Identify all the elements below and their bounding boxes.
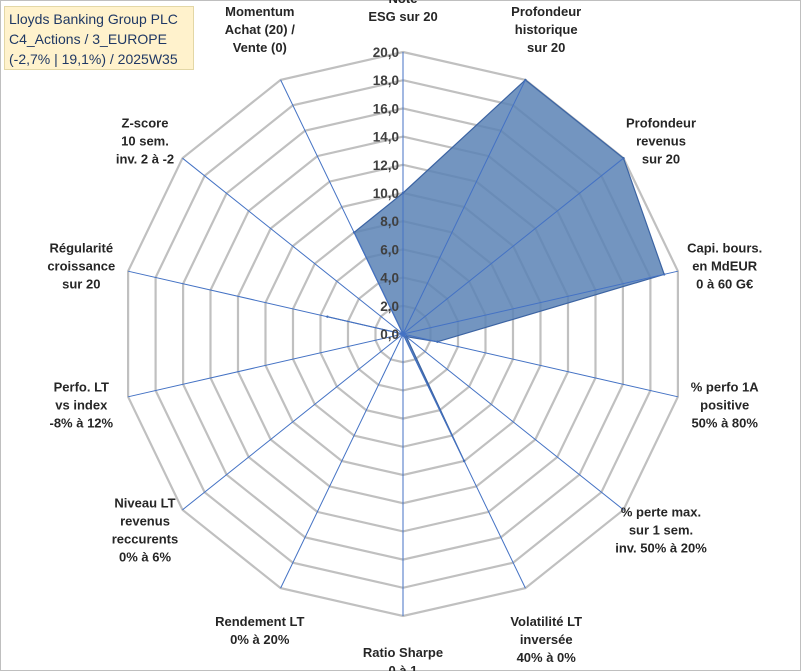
axis-label: 0% à 20% (230, 632, 290, 647)
axis-label: 0 à 60 G€ (696, 277, 753, 292)
axis-spoke (402, 333, 679, 398)
axis-label: 10 sem. (121, 134, 169, 149)
axis-spoke (402, 79, 526, 335)
axis-label: Perfo. LT (54, 379, 109, 394)
axis-label: 40% à 0% (517, 650, 577, 665)
axis-label: Profondeur (626, 116, 696, 131)
axis-spoke (402, 333, 526, 589)
axis-label: Note (389, 0, 418, 6)
axis-label: Niveau LT (114, 496, 175, 511)
axis-label: en MdEUR (692, 259, 758, 274)
tick-label: 10,0 (373, 186, 399, 201)
axis-spoke (402, 270, 679, 335)
axis-label: sur 20 (642, 152, 680, 167)
tick-label: 2,0 (380, 299, 399, 314)
title-line-category: C4_Actions / 3_EUROPE (9, 31, 167, 47)
axis-spoke (182, 333, 404, 511)
tick-label: 14,0 (373, 130, 399, 145)
axis-label: Régularité (50, 241, 114, 256)
axis-spoke (182, 157, 404, 335)
axis-label: sur 1 sem. (629, 523, 693, 538)
axis-label: Rendement LT (215, 614, 304, 629)
axis-label: Momentum (225, 4, 294, 19)
tick-label: 18,0 (373, 73, 399, 88)
axis-label: % perfo 1A (691, 379, 760, 394)
tick-label: 20,0 (373, 45, 399, 60)
radar-series (127, 52, 679, 616)
axis-spoke (280, 333, 404, 589)
title-line-range: (-2,7% | 19,1%) / 2025W35 (9, 51, 178, 67)
axis-label: Z-score (122, 116, 169, 131)
axis-spoke (402, 157, 624, 335)
axis-label: 0 à 1 (389, 663, 418, 671)
axis-label: 50% à 80% (691, 415, 758, 430)
axis-spoke (127, 270, 404, 335)
axis-spoke (280, 79, 404, 335)
axis-label: Volatilité LT (510, 614, 582, 629)
axis-label: sur 20 (62, 277, 100, 292)
axis-label: Vente (0) (233, 40, 287, 55)
tick-label: 12,0 (373, 158, 399, 173)
axis-label: inv. 2 à -2 (116, 152, 174, 167)
title-line-company: Lloyds Banking Group PLC (9, 11, 178, 27)
axis-label: % perte max. (621, 505, 701, 520)
tick-label: 8,0 (380, 214, 399, 229)
axis-labels: Note ESG sur 20 Profondeur historique sur 20… (47, 0, 762, 671)
axis-label: croissance (47, 259, 115, 274)
axis-spoke (402, 333, 624, 511)
axis-label: reccurents (112, 532, 178, 547)
tick-label: 0,0 (380, 327, 399, 342)
axis-label: ESG sur 20 (368, 9, 437, 24)
tick-label: 6,0 (380, 242, 399, 257)
axis-label: Capi. bours. (687, 241, 762, 256)
axis-label: historique (515, 22, 578, 37)
radial-tick-labels: 0,0 2,0 4,0 6,0 8,0 10,0 12,0 14,0 16,0 18,0 20,0 (373, 45, 399, 342)
axis-label: -8% à 12% (50, 415, 114, 430)
axis-label: Ratio Sharpe (363, 645, 443, 660)
axis-label: revenus (120, 514, 170, 529)
title-box: Lloyds Banking Group PLC C4_Actions / 3_… (4, 6, 194, 70)
axis-label: inv. 50% à 20% (615, 541, 707, 556)
axis-label: Achat (20) / (225, 22, 295, 37)
tick-label: 4,0 (380, 271, 399, 286)
axis-spoke (127, 333, 404, 398)
axis-label: vs index (55, 397, 108, 412)
axis-label: inversée (520, 632, 573, 647)
axis-label: sur 20 (527, 40, 565, 55)
axis-label: 0% à 6% (119, 550, 171, 565)
axis-label: positive (700, 397, 749, 412)
axis-label: revenus (636, 134, 686, 149)
axis-label: Profondeur (511, 4, 581, 19)
tick-label: 16,0 (373, 101, 399, 116)
